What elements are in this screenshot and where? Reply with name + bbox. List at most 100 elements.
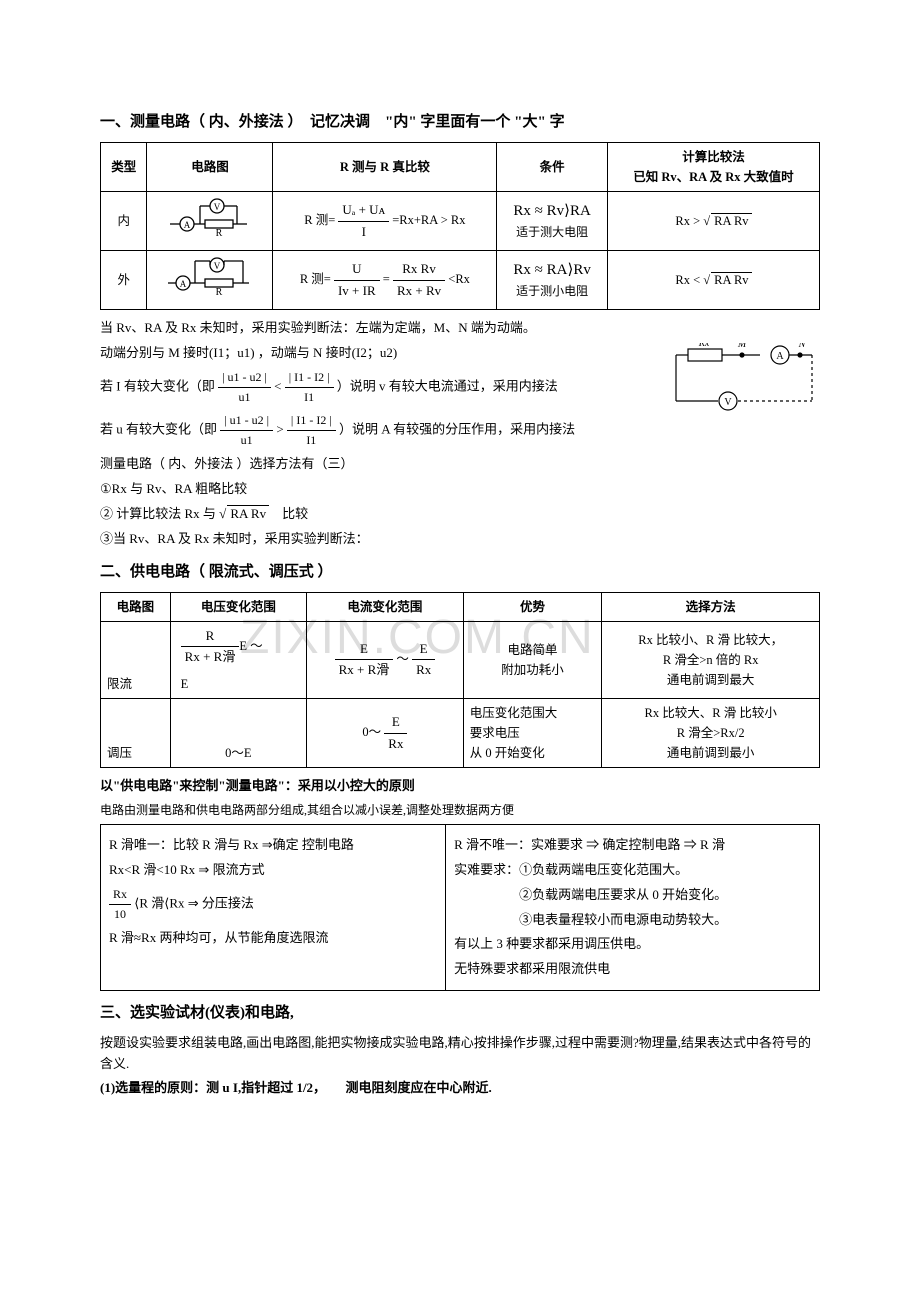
- l3c: ⟨R 滑⟨Rx ⇒ 分压接法: [134, 895, 254, 910]
- frac-den: Rx: [384, 734, 407, 755]
- cond-sub: 适于测小电阻: [503, 282, 601, 301]
- sec2-title: 二、供电电路（ 限流式、调压式 ）: [100, 560, 820, 584]
- cell-adv: 电路简单 附加功耗小: [463, 621, 602, 699]
- th-circuit: 电路图: [147, 143, 273, 192]
- table-row: 限流 R Rx + R滑 E ～ E E Rx + R滑 ～ E Rx: [101, 621, 820, 699]
- l3: Rx 10 ⟨R 滑⟨Rx ⇒ 分压接法: [109, 885, 437, 924]
- fraction: E Rx: [384, 712, 407, 755]
- side-diagram: A V Rx M N: [670, 343, 820, 421]
- th-calc: 计算比较法 已知 Rv、RA 及 Rx 大致值时: [607, 143, 819, 192]
- sqrt-icon: [703, 273, 710, 287]
- frac-den: I1: [287, 431, 336, 450]
- cond-sub: 适于测大电阻: [503, 223, 601, 242]
- sqrt-body: RA Rv: [227, 505, 269, 521]
- svg-text:R: R: [216, 228, 223, 239]
- frac-num: U: [334, 259, 380, 281]
- twocol-left: R 滑唯一：比较 R 滑与 Rx ⇒确定 控制电路 Rx<R 滑<10 Rx ⇒…: [101, 825, 446, 991]
- note-1: 当 Rv、RA 及 Rx 未知时，采用实验判断法：左端为定端，M、N 端为动端。: [100, 318, 820, 339]
- frac-num: Rx: [109, 885, 131, 905]
- svg-text:A: A: [180, 279, 187, 289]
- cmp-prefix: R 测=: [300, 272, 331, 286]
- r1: R 滑不唯一：实难要求 ⇒ 确定控制电路 ⇒ R 滑: [454, 835, 811, 856]
- volt-suffix: E ～: [239, 639, 262, 653]
- sel1: Rx 比较小、R 滑 比较大，: [608, 630, 813, 650]
- sec2-bold-note: 以"供电电路"来控制"测量电路"：采用以小控大的原则: [100, 776, 820, 797]
- cell-cond: Rx ≈ RA⟩Rv 适于测小电阻: [497, 251, 608, 310]
- fraction: | u1 - u2 | u1: [218, 368, 271, 407]
- page-content: 一、测量电路（ 内、外接法 ） 记忆决调 "内" 字里面有一个 "大" 字 类型…: [100, 110, 820, 1099]
- cell-circuit: V A R: [147, 251, 273, 310]
- svg-text:V: V: [724, 397, 732, 408]
- th-type: 类型: [101, 143, 147, 192]
- sel3: 通电前调到最大: [608, 670, 813, 690]
- cell-cur: 0～ E Rx: [307, 699, 464, 768]
- cell-sel: Rx 比较大、R 滑 比较小 R 滑全>Rx/2 通电前调到最小: [602, 699, 820, 768]
- cell-volt: 0～E: [170, 699, 306, 768]
- sec3-title: 三、选实验试材(仪表)和电路,: [100, 1001, 820, 1025]
- adv1: 电路简单: [470, 640, 596, 660]
- adv3: 从 0 开始变化: [470, 743, 596, 763]
- r4: ③电表量程较小而电源电动势较大。: [454, 910, 811, 931]
- volt-below: E: [181, 674, 300, 694]
- cell-circuit-label: 调压: [101, 699, 171, 768]
- table-header-row: 电路图 电压变化范围 电流变化范围 优势 选择方法: [101, 592, 820, 621]
- cell-circuit-label: 限流: [101, 621, 171, 699]
- fraction: Uₐ + Uᴀ I: [338, 200, 389, 243]
- r2: 实难要求：①负载两端电压变化范围大。: [454, 860, 811, 881]
- frac-num: E: [384, 712, 407, 734]
- fraction: | u1 - u2 | u1: [220, 411, 273, 450]
- fraction: Rx 10: [109, 885, 131, 924]
- label-n: N: [798, 343, 807, 350]
- frac-num: | u1 - u2 |: [218, 368, 271, 388]
- cell-type: 内: [101, 192, 147, 251]
- frac-den: u1: [218, 388, 271, 407]
- sel2: R 滑全>Rx/2: [608, 723, 813, 743]
- cell-compare: R 测= U Iv + IR = Rx Rv Rx + Rv <Rx: [273, 251, 497, 310]
- sel-2: ② 计算比较法 Rx 与 RA Rv 比较: [100, 504, 820, 525]
- svg-text:R: R: [216, 287, 223, 298]
- cell-adv: 电压变化范围大 要求电压 从 0 开始变化: [463, 699, 602, 768]
- cell-type: 外: [101, 251, 147, 310]
- th: 电路图: [101, 592, 171, 621]
- frac-den: u1: [220, 431, 273, 450]
- fraction: E Rx + R滑: [335, 639, 394, 682]
- n3b: ）说明 v 有较大电流通过，采用内接法: [337, 378, 558, 393]
- sec2-twocol-table: R 滑唯一：比较 R 滑与 Rx ⇒确定 控制电路 Rx<R 滑<10 Rx ⇒…: [100, 824, 820, 991]
- sqrt-body: RA Rv: [711, 213, 751, 228]
- sqrt-icon: [219, 506, 226, 521]
- table-row: R 滑唯一：比较 R 滑与 Rx ⇒确定 控制电路 Rx<R 滑<10 Rx ⇒…: [101, 825, 820, 991]
- sel-title: 测量电路（ 内、外接法 ）选择方法有（三）: [100, 454, 820, 475]
- table-row: 调压 0～E 0～ E Rx 电压变化范围大 要求电压 从 0 开始变化 Rx …: [101, 699, 820, 768]
- frac-den: Rx + Rv: [393, 281, 445, 302]
- sec3-p2: (1)选量程的原则：测 u I,指针超过 1/2， 测电阻刻度应在中心附近.: [100, 1078, 820, 1099]
- r3: ②负载两端电压要求从 0 开始变化。: [454, 885, 811, 906]
- sel3: 通电前调到最小: [608, 743, 813, 763]
- cell-circuit: V A R: [147, 192, 273, 251]
- svg-text:V: V: [214, 261, 221, 271]
- frac-den: I1: [285, 388, 334, 407]
- calc-prefix: Rx <: [675, 273, 703, 287]
- sec2-sub-note: 电路由测量电路和供电电路两部分组成,其组合以减小误差,调整处理数据两方便: [100, 801, 820, 820]
- sec1-table: 类型 电路图 R 测与 R 真比较 条件 计算比较法 已知 Rv、RA 及 Rx…: [100, 142, 820, 310]
- frac-num: | I1 - I2 |: [287, 411, 336, 431]
- cell-sel: Rx 比较小、R 滑 比较大， R 滑全>n 倍的 Rx 通电前调到最大: [602, 621, 820, 699]
- frac-den: I: [338, 222, 389, 243]
- cur-prefix: 0～: [362, 725, 381, 739]
- frac-num: E: [412, 639, 435, 661]
- r5: 有以上 3 种要求都采用调压供电。: [454, 934, 811, 955]
- n4b: ）说明 A 有较强的分压作用，采用内接法: [339, 422, 575, 437]
- cmp-prefix: R 测=: [304, 213, 335, 227]
- th-cond: 条件: [497, 143, 608, 192]
- fraction: Rx Rv Rx + Rv: [393, 259, 445, 302]
- sel-1: ①Rx 与 Rv、RA 粗略比较: [100, 479, 820, 500]
- fraction: | I1 - I2 | I1: [287, 411, 336, 450]
- th: 优势: [463, 592, 602, 621]
- sel2b: 比较: [269, 506, 308, 521]
- cell-compare: R 测= Uₐ + Uᴀ I =Rx+RA > Rx: [273, 192, 497, 251]
- cell-cond: Rx ≈ Rv⟩RA 适于测大电阻: [497, 192, 608, 251]
- circuit-outer-icon: V A R: [165, 255, 255, 305]
- cell-cur: E Rx + R滑 ～ E Rx: [307, 621, 464, 699]
- table-row: 内 V A R: [101, 192, 820, 251]
- cmp-suffix: =Rx+RA > Rx: [392, 213, 465, 227]
- sel2: R 滑全>n 倍的 Rx: [608, 650, 813, 670]
